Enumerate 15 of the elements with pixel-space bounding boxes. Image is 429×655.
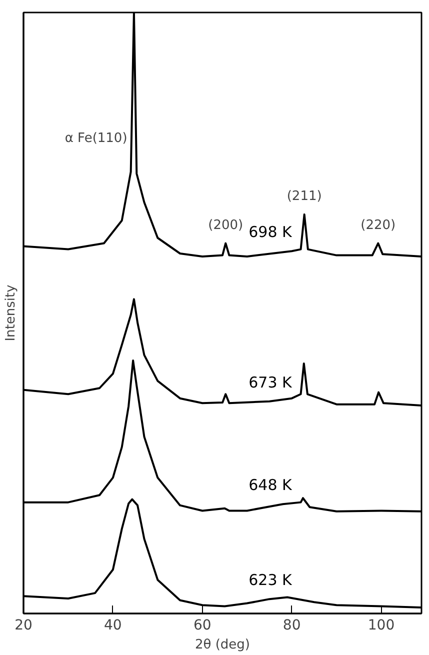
x-tick-label: 40 [104, 618, 122, 634]
x-tick-label: 80 [282, 618, 301, 634]
annotation: (211) [286, 188, 322, 204]
x-tick-label: 100 [368, 618, 395, 634]
x-tick-label: 20 [14, 618, 32, 634]
annotation: (200) [208, 218, 244, 233]
series-label: 648 K [248, 476, 294, 494]
annotation: (220) [360, 218, 396, 233]
annotation: α Fe(110) [64, 131, 128, 146]
series-label: 698 K [248, 223, 294, 242]
series-label: 673 K [248, 373, 294, 392]
y-axis-title: Intensity [4, 284, 18, 342]
series-label: 623 K [248, 571, 294, 590]
x-tick-label: 60 [193, 618, 212, 634]
x-axis-title: 2θ (deg) [195, 638, 250, 652]
